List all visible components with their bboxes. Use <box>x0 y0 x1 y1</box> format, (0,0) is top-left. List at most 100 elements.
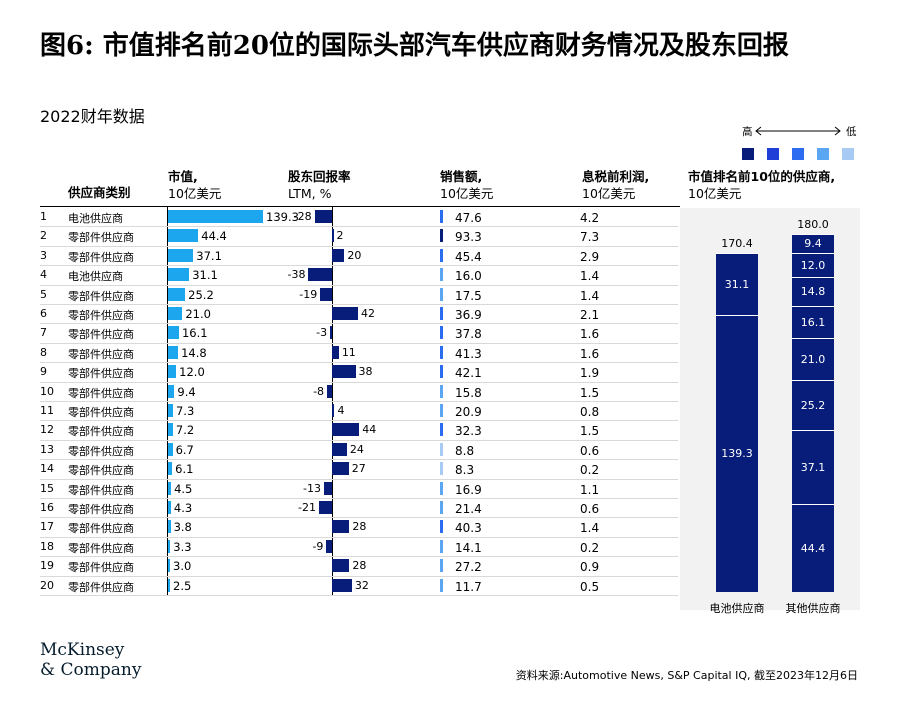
tsr-bar <box>332 248 345 262</box>
sales-indicator <box>440 248 443 262</box>
market-cap-label: 2.5 <box>173 578 192 593</box>
market-cap-bar <box>168 307 183 320</box>
row-rank: 1 <box>40 210 47 223</box>
tsr-label: -3 <box>316 326 328 340</box>
row-rank: 3 <box>40 248 47 262</box>
market-cap-bar <box>168 462 173 476</box>
tsr-label: -8 <box>313 384 325 398</box>
tsr-label: -28 <box>293 210 312 223</box>
ebit-value: 0.6 <box>580 502 600 516</box>
market-cap-bar <box>168 559 171 573</box>
ebit-value: 2.9 <box>580 249 600 264</box>
sales-value: 93.3 <box>455 230 482 245</box>
market-cap-bar <box>168 501 171 514</box>
ebit-value: 1.6 <box>580 346 600 361</box>
market-cap-bar <box>168 423 173 437</box>
tsr-label: 28 <box>352 520 367 534</box>
table-row: 3 零部件供应商 37.1 20 45.4 2.9 <box>40 246 678 267</box>
table-row: 14 零部件供应商 6.1 27 8.3 0.2 <box>40 459 678 480</box>
row-rank: 17 <box>40 520 54 534</box>
sales-value: 27.2 <box>455 560 482 575</box>
tsr-bar <box>327 384 332 398</box>
stack-segment: 12.0 <box>792 252 834 277</box>
market-cap-bar <box>168 248 194 262</box>
stack-segment: 14.8 <box>792 276 834 306</box>
header-market-cap: 市值, 10亿美元 <box>168 169 222 201</box>
table-row: 2 零部件供应商 44.4 2 93.3 7.3 <box>40 226 678 247</box>
tsr-bar <box>332 462 349 476</box>
row-rank: 8 <box>40 345 47 359</box>
source-note: 资料来源:Automotive News, S&P Capital IQ, 截至… <box>515 669 858 682</box>
market-cap-bar <box>168 287 186 301</box>
table-row: 11 零部件供应商 7.3 4 20.9 0.8 <box>40 401 678 422</box>
sales-value: 37.8 <box>455 327 482 342</box>
tsr-bar <box>332 404 335 417</box>
row-rank: 20 <box>40 578 54 592</box>
stack-segment: 21.0 <box>792 338 834 380</box>
tsr-label: -13 <box>302 481 321 495</box>
sales-value: 8.8 <box>455 443 475 458</box>
header-sales: 销售额, 10亿美元 <box>440 169 494 201</box>
row-category: 零部件供应商 <box>68 406 134 419</box>
sales-indicator <box>440 462 443 476</box>
tsr-label: 24 <box>349 442 364 456</box>
table-row: 20 零部件供应商 2.5 32 11.7 0.5 <box>40 576 678 596</box>
table-row: 18 零部件供应商 3.3 -9 14.1 0.2 <box>40 537 678 558</box>
sales-value: 21.4 <box>455 502 482 516</box>
ebit-value: 1.4 <box>580 269 600 284</box>
ebit-value: 1.4 <box>580 288 600 303</box>
legend-swatch <box>767 148 779 160</box>
market-cap-label: 3.0 <box>173 559 192 574</box>
market-cap-label: 37.1 <box>196 248 222 263</box>
market-cap-label: 6.1 <box>175 462 194 477</box>
row-category: 零部件供应商 <box>68 328 134 342</box>
sales-value: 8.3 <box>455 463 475 478</box>
row-rank: 14 <box>40 462 54 476</box>
sales-value: 47.6 <box>455 211 482 225</box>
stack-segment: 37.1 <box>792 429 834 504</box>
row-category: 零部件供应商 <box>68 386 134 400</box>
tsr-label: 32 <box>354 578 369 592</box>
sales-value: 16.9 <box>455 482 482 497</box>
ebit-value: 0.2 <box>580 540 600 555</box>
row-category: 零部件供应商 <box>68 367 134 381</box>
table-row: 16 零部件供应商 4.3 -21 21.4 0.6 <box>40 498 678 519</box>
tsr-bar <box>332 442 347 456</box>
ebit-value: 1.6 <box>580 327 600 342</box>
legend-swatch <box>742 148 754 160</box>
market-cap-label: 9.4 <box>177 384 196 399</box>
sales-value: 40.3 <box>455 521 482 536</box>
table-row: 17 零部件供应商 3.8 28 40.3 1.4 <box>40 517 678 538</box>
stack-category-label: 电池供应商 <box>709 602 765 615</box>
tsr-bar <box>332 307 359 320</box>
row-rank: 13 <box>40 442 54 456</box>
row-rank: 2 <box>40 229 47 243</box>
row-category: 零部件供应商 <box>68 483 134 497</box>
market-cap-label: 16.1 <box>181 326 208 341</box>
sales-value: 16.0 <box>455 269 482 284</box>
market-cap-bar <box>168 578 170 592</box>
row-category: 零部件供应商 <box>68 289 134 303</box>
legend-low-label: 低 <box>846 126 857 138</box>
tsr-label: -19 <box>299 287 318 301</box>
row-category: 零部件供应商 <box>68 347 134 361</box>
legend-arrow-icon <box>755 126 841 136</box>
row-rank: 15 <box>40 481 54 495</box>
ebit-value: 0.5 <box>580 579 600 594</box>
tsr-bar <box>314 210 332 223</box>
ebit-value: 0.2 <box>580 463 600 478</box>
tsr-label: -9 <box>312 539 324 553</box>
sales-value: 41.3 <box>455 346 482 361</box>
stack-segment: 25.2 <box>792 379 834 430</box>
sales-indicator <box>440 539 443 553</box>
row-rank: 10 <box>40 384 54 398</box>
row-category: 电池供应商 <box>68 212 123 225</box>
market-cap-label: 12.0 <box>179 365 205 380</box>
market-cap-bar <box>168 404 173 417</box>
market-cap-bar <box>168 442 173 456</box>
row-rank: 9 <box>40 365 47 379</box>
tsr-label: 28 <box>352 559 367 573</box>
chart-subtitle: 2022财年数据 <box>40 107 145 126</box>
market-cap-bar <box>168 345 179 359</box>
sales-value: 14.1 <box>455 540 482 555</box>
